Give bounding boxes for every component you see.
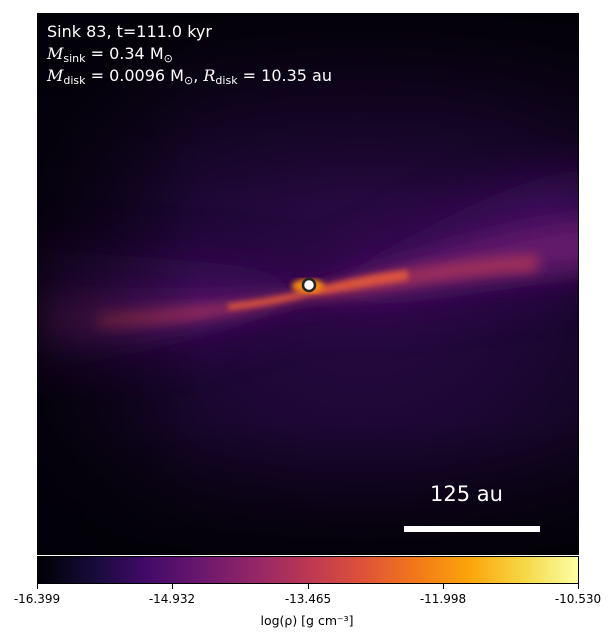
msink-subscript: sink [63, 52, 86, 65]
colorbar [37, 556, 579, 584]
msink-symbol: M [47, 44, 64, 63]
colorbar-tick [172, 584, 173, 589]
colorbar-tick [37, 584, 38, 589]
colorbar-gradient [38, 557, 578, 583]
colorbar-tick [443, 584, 444, 589]
disk-properties-label: Mdisk = 0.0096 M⊙, Rdisk = 10.35 au [47, 65, 332, 91]
msink-value: = 0.34 M [85, 44, 164, 63]
scalebar-bar [404, 526, 540, 532]
msink-sun-symbol: ⊙ [163, 52, 173, 65]
colorbar-title: log(ρ) [g cm⁻³] [260, 613, 354, 628]
mdisk-subscript: disk [63, 74, 86, 87]
rdisk-value: = 10.35 au [237, 66, 332, 85]
rdisk-subscript: disk [215, 74, 238, 87]
colorbar-tick-label: -10.530 [554, 592, 602, 606]
colorbar-tick-label: -14.932 [148, 592, 196, 606]
colorbar-tick [308, 584, 309, 589]
colorbar-tick-label: -11.998 [419, 592, 467, 606]
mdisk-symbol: M [47, 66, 64, 85]
colorbar-tick-label: -13.465 [284, 592, 332, 606]
density-map [38, 14, 578, 554]
sink-mass-label: Msink = 0.34 M⊙ [47, 43, 173, 69]
colorbar-tick [578, 584, 579, 589]
colorbar-tick-label: -16.399 [13, 592, 61, 606]
rdisk-separator: , [193, 66, 204, 85]
scalebar-label: 125 au [430, 482, 503, 506]
mdisk-value: = 0.0096 M [85, 66, 184, 85]
sink-title: Sink 83, t=111.0 kyr [47, 22, 212, 41]
mdisk-sun-symbol: ⊙ [183, 74, 194, 87]
sink-particle-marker [301, 277, 317, 293]
density-image-panel: Sink 83, t=111.0 kyr Msink = 0.34 M⊙ Mdi… [37, 13, 579, 555]
rdisk-symbol: R [203, 66, 216, 85]
